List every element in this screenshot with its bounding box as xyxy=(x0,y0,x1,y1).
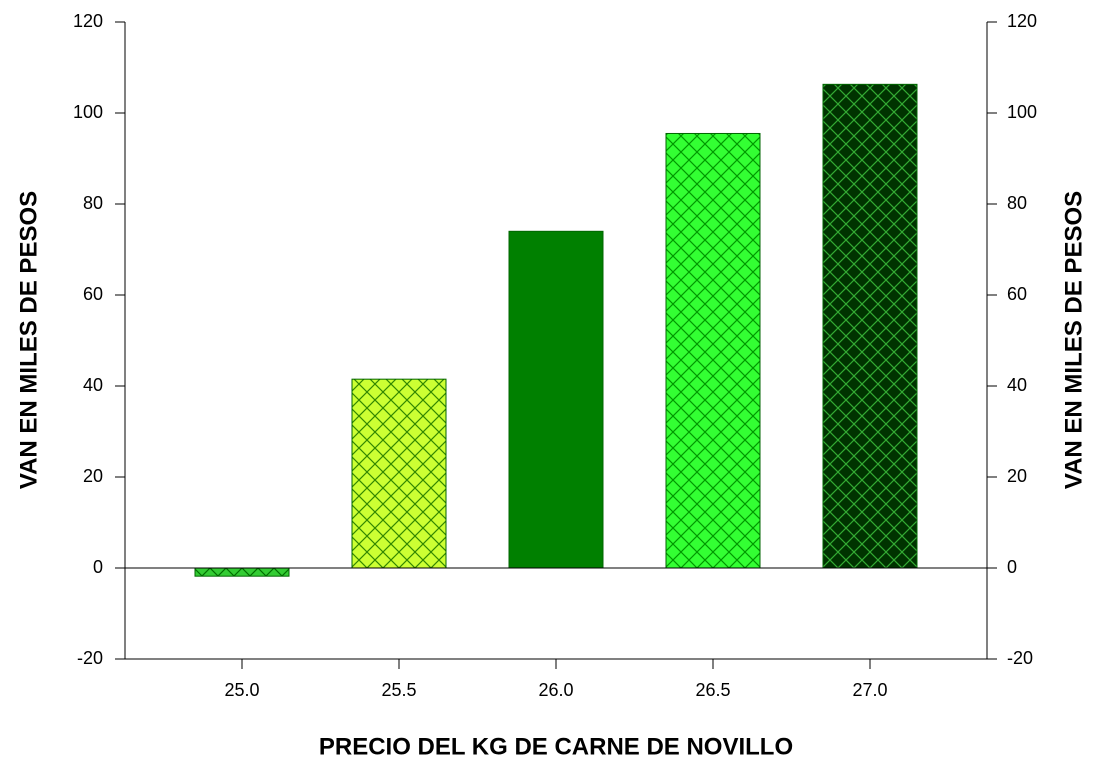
y2-tick-label: 100 xyxy=(1007,102,1037,122)
y2-tick-label: -20 xyxy=(1007,648,1033,668)
y-axis-title: VAN EN MILES DE PESOS xyxy=(15,191,42,489)
bar xyxy=(665,132,761,569)
y-tick-label: 20 xyxy=(83,466,103,486)
y-tick-label: 100 xyxy=(73,102,103,122)
y-tick-label: -20 xyxy=(77,648,103,668)
x-tick-label: 25.5 xyxy=(381,680,416,700)
bar xyxy=(351,378,447,569)
x-tick-label: 26.5 xyxy=(695,680,730,700)
bar xyxy=(194,567,290,577)
y-tick-label: 0 xyxy=(93,557,103,577)
y2-axis-title: VAN EN MILES DE PESOS xyxy=(1060,191,1087,489)
x-tick-label: 26.0 xyxy=(538,680,573,700)
y2-tick-label: 0 xyxy=(1007,557,1017,577)
bar xyxy=(822,83,918,569)
bar xyxy=(508,230,604,569)
y2-tick-label: 80 xyxy=(1007,193,1027,213)
y2-tick-label: 60 xyxy=(1007,284,1027,304)
x-axis-title: PRECIO DEL KG DE CARNE DE NOVILLO xyxy=(319,733,793,760)
x-tick-label: 25.0 xyxy=(224,680,259,700)
y-tick-label: 60 xyxy=(83,284,103,304)
y-tick-label: 120 xyxy=(73,11,103,31)
y-tick-label: 80 xyxy=(83,193,103,213)
y2-tick-label: 20 xyxy=(1007,466,1027,486)
y2-tick-label: 120 xyxy=(1007,11,1037,31)
x-tick-label: 27.0 xyxy=(852,680,887,700)
y-tick-label: 40 xyxy=(83,375,103,395)
y2-tick-label: 40 xyxy=(1007,375,1027,395)
